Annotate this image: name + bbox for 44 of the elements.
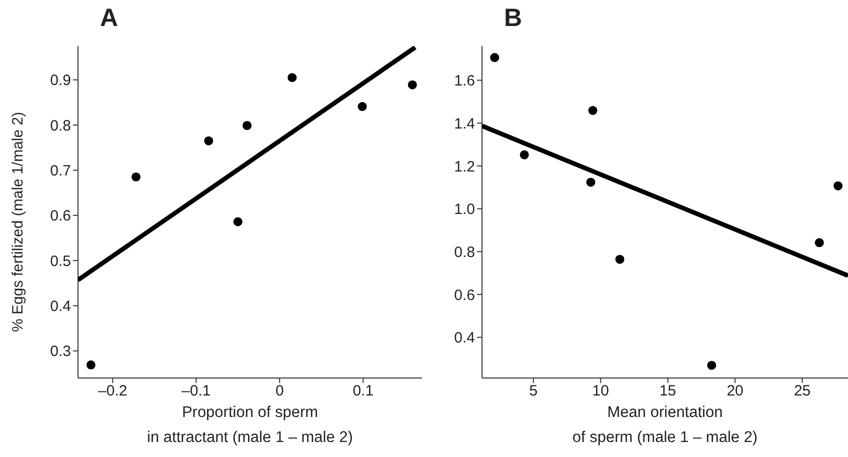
x-tick-label: –0.1: [182, 382, 211, 400]
point: [615, 254, 624, 264]
x-tick-label: 15: [659, 382, 676, 400]
x-tick-label: 20: [726, 382, 744, 400]
point: [408, 80, 417, 90]
y-axis-title: % Eggs fertilized (male 1/male 2): [9, 112, 26, 332]
point: [707, 360, 716, 370]
x-axis-title: Proportion of sperm in attractant (male 1 – male 2): [146, 403, 354, 448]
y-tick-label: 0.6: [454, 286, 475, 304]
point: [242, 120, 252, 130]
y-tick-label: 1.0: [454, 201, 475, 218]
point: [233, 217, 242, 226]
point: [288, 73, 297, 82]
y-tick-label: 0.4: [50, 298, 71, 316]
point: [586, 178, 596, 187]
point: [814, 238, 824, 248]
y-tick-label: 0.5: [50, 252, 71, 270]
x-axis-title: Mean orientation of sperm (male 1 – male 2): [571, 403, 759, 448]
y-tick-label: 0.8: [454, 244, 475, 261]
point: [588, 106, 598, 115]
point: [834, 181, 843, 190]
point: [132, 172, 141, 182]
point: [86, 360, 96, 370]
y-tick-label: 0.7: [50, 162, 71, 180]
point: [204, 136, 214, 146]
y-tick-label: 1.6: [454, 72, 475, 90]
y-tick-label: 0.6: [50, 208, 71, 225]
x-tick-label: 5: [529, 382, 538, 400]
y-tick-label: 0.8: [50, 117, 71, 134]
y-tick-label: 0.3: [50, 343, 71, 360]
point: [490, 53, 500, 62]
x-tick-label: –0.2: [98, 382, 128, 400]
chart-title: A: [100, 4, 118, 33]
y-tick-label: 0.9: [50, 72, 71, 90]
y-tick-label: 1.2: [454, 158, 475, 176]
y-tick-label: 1.4: [454, 115, 475, 132]
chart-title: B: [504, 4, 522, 33]
x-tick-label: 10: [592, 382, 609, 400]
point: [520, 150, 529, 160]
x-tick-label: 25: [794, 382, 811, 400]
x-tick-label: 0.1: [352, 382, 374, 400]
point: [358, 102, 367, 112]
x-tick-label: 0: [275, 382, 284, 400]
y-tick-label: 0.4: [454, 330, 475, 347]
